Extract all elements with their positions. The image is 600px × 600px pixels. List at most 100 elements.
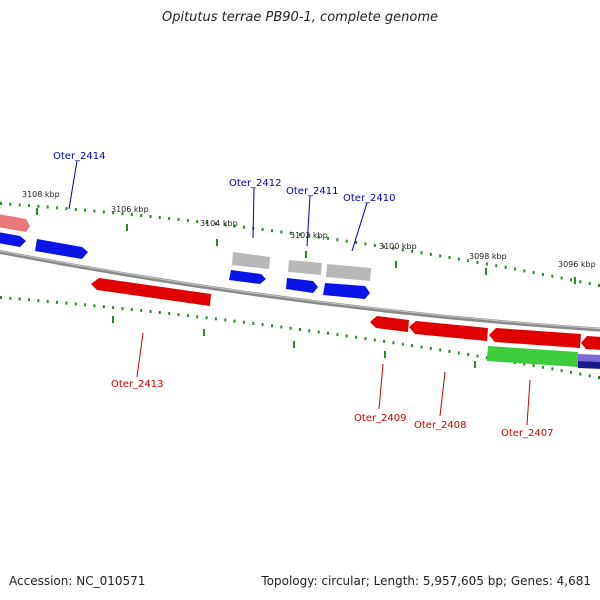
gene-label[interactable]: Oter_2407 bbox=[501, 428, 554, 439]
outer-major-ticks bbox=[36, 208, 576, 284]
minor-tick bbox=[186, 219, 189, 222]
minor-tick bbox=[158, 216, 161, 219]
minor-tick bbox=[467, 353, 470, 356]
gene-feature-oter-2412[interactable] bbox=[229, 270, 266, 284]
minor-tick bbox=[261, 323, 264, 327]
gene-feature-oter-2410-gray[interactable] bbox=[326, 264, 371, 281]
minor-tick bbox=[598, 284, 600, 287]
minor-tick bbox=[579, 372, 582, 376]
gene-feature-oter-2412-gray[interactable] bbox=[232, 252, 270, 269]
minor-tick bbox=[364, 337, 367, 341]
minor-tick bbox=[383, 339, 386, 343]
gene-feature-oter-2409[interactable] bbox=[370, 316, 409, 332]
gene-label[interactable]: Oter_2408 bbox=[414, 420, 467, 431]
gene-feature-oter-2410[interactable] bbox=[323, 283, 370, 299]
minor-tick bbox=[495, 264, 498, 268]
minor-tick bbox=[84, 208, 87, 212]
minor-tick bbox=[467, 259, 470, 263]
gene-labels: Oter_2414 Oter_2412 Oter_2411 Oter_2410 … bbox=[53, 151, 554, 439]
gene-feature-oter-2411-gray[interactable] bbox=[288, 260, 322, 275]
minor-tick bbox=[345, 239, 348, 243]
major-tick bbox=[112, 316, 114, 323]
gene-feature-pink[interactable] bbox=[0, 214, 30, 232]
gene-feature-navy[interactable] bbox=[578, 361, 600, 369]
minor-tick bbox=[65, 301, 68, 305]
minor-tick bbox=[420, 345, 423, 349]
minor-tick bbox=[196, 220, 199, 224]
gene-feature-oter-2413[interactable] bbox=[91, 278, 211, 306]
minor-tick bbox=[18, 203, 21, 207]
minor-tick bbox=[140, 214, 143, 217]
gene-feature-oter-2414[interactable] bbox=[35, 239, 88, 259]
minor-tick bbox=[9, 296, 12, 300]
gene-label[interactable]: Oter_2414 bbox=[53, 151, 106, 162]
tick-label: 3104 kbp bbox=[200, 219, 238, 228]
minor-tick bbox=[411, 249, 414, 253]
minor-tick bbox=[121, 212, 124, 216]
label-lines bbox=[68, 160, 531, 426]
gene-feature-oter-2407[interactable] bbox=[487, 346, 578, 367]
minor-tick bbox=[560, 369, 563, 373]
minor-tick bbox=[186, 314, 189, 318]
major-tick bbox=[126, 224, 128, 231]
minor-tick bbox=[570, 278, 572, 282]
gene-label[interactable]: Oter_2413 bbox=[111, 379, 164, 390]
minor-tick bbox=[364, 242, 367, 246]
leader-line bbox=[526, 379, 531, 426]
gene-feature-red-edge[interactable] bbox=[581, 336, 600, 350]
minor-tick bbox=[448, 256, 451, 259]
minor-tick bbox=[560, 276, 563, 280]
gene-feature-oter-2408[interactable] bbox=[409, 321, 488, 341]
gene-label[interactable]: Oter_2411 bbox=[286, 186, 339, 197]
gene-feature-purple[interactable] bbox=[578, 354, 600, 362]
minor-tick bbox=[429, 252, 432, 256]
minor-tick bbox=[168, 312, 171, 315]
major-tick bbox=[485, 268, 487, 275]
minor-tick bbox=[317, 330, 320, 334]
genome-summary-text: Topology: circular; Length: 5,957,605 bp… bbox=[261, 574, 591, 588]
minor-tick bbox=[0, 202, 2, 205]
tick-label: 3096 kbp bbox=[558, 260, 596, 269]
minor-tick bbox=[532, 364, 535, 368]
minor-tick bbox=[541, 365, 544, 369]
minor-tick bbox=[327, 236, 329, 240]
minor-tick bbox=[158, 311, 161, 314]
minor-tick bbox=[327, 331, 329, 335]
minor-tick bbox=[74, 207, 77, 211]
minor-tick bbox=[383, 245, 386, 249]
gene-label[interactable]: Oter_2410 bbox=[343, 193, 396, 204]
minor-tick bbox=[37, 204, 40, 208]
minor-tick bbox=[233, 319, 236, 323]
minor-tick bbox=[168, 217, 171, 220]
outer-minor-ticks bbox=[0, 202, 600, 287]
minor-tick bbox=[130, 308, 133, 311]
major-tick bbox=[305, 251, 307, 258]
major-tick bbox=[203, 329, 205, 336]
major-tick bbox=[293, 341, 295, 348]
gene-feature-oter-2411[interactable] bbox=[286, 278, 318, 293]
gene-feature-red[interactable] bbox=[489, 328, 581, 348]
minor-tick bbox=[532, 271, 535, 275]
minor-tick bbox=[214, 317, 217, 321]
minor-tick bbox=[205, 316, 208, 320]
major-tick bbox=[395, 261, 397, 268]
minor-tick bbox=[485, 262, 488, 266]
minor-tick bbox=[551, 274, 554, 278]
minor-tick bbox=[177, 218, 180, 221]
gene-feature-blue[interactable] bbox=[0, 232, 26, 247]
minor-tick bbox=[224, 318, 227, 322]
minor-tick bbox=[149, 215, 152, 218]
gene-label[interactable]: Oter_2409 bbox=[354, 413, 407, 424]
minor-tick bbox=[252, 321, 255, 325]
minor-tick bbox=[233, 224, 236, 228]
minor-tick bbox=[37, 299, 40, 303]
leader-line bbox=[306, 195, 311, 247]
minor-tick bbox=[28, 298, 30, 302]
minor-tick bbox=[289, 231, 292, 235]
minor-tick bbox=[317, 235, 320, 239]
minor-tick bbox=[9, 202, 12, 206]
gene-label[interactable]: Oter_2412 bbox=[229, 178, 282, 189]
major-tick bbox=[384, 351, 386, 358]
minor-tick bbox=[177, 313, 180, 317]
